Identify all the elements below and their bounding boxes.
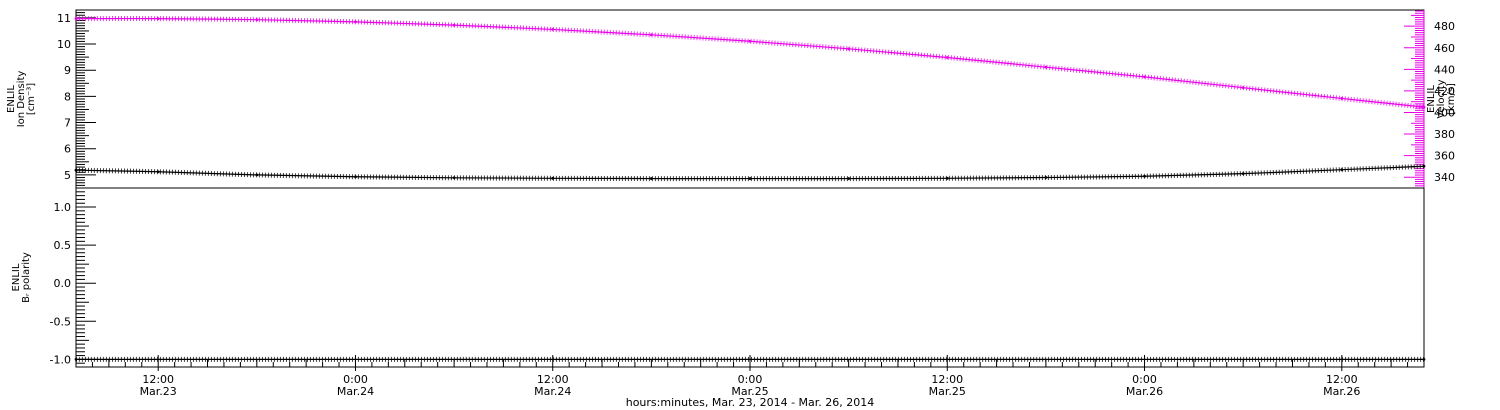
- velocity-series-point: [156, 17, 160, 21]
- x-tick-time-label: 12:00: [1326, 373, 1358, 386]
- velocity-series-point: [649, 33, 653, 37]
- velocity-series-point: [847, 47, 851, 51]
- right-tick-label: 340: [1434, 171, 1455, 184]
- velocity-series-point: [1340, 97, 1344, 100]
- left-tick-label: 1.0: [54, 201, 72, 214]
- left-tick-label: 0.0: [54, 277, 72, 290]
- ion-density-series-point: [1143, 174, 1146, 178]
- left-tick-label: 11: [57, 12, 71, 25]
- left-tick-label: 5: [64, 169, 71, 182]
- x-tick-date-label: Mar.24: [534, 385, 571, 398]
- ion-density-series-point: [1044, 176, 1048, 179]
- right-tick-label: 380: [1434, 128, 1455, 141]
- ion-density-series-point: [74, 168, 78, 172]
- left-tick-label: 7: [64, 117, 71, 130]
- velocity-series-markers: [75, 16, 1425, 110]
- left-tick-label: 9: [64, 64, 71, 77]
- ion-density-series-point: [255, 173, 259, 177]
- left-axis-label-line: Ion Density: [16, 71, 27, 128]
- x-tick-time-label: 0:00: [738, 373, 763, 386]
- polarity-panel: -1.0 -0.5 0.0 0.5 1.0 ENLIL Bᵣ polarity: [11, 187, 1426, 368]
- left-axis-label-line: ENLIL: [11, 263, 22, 291]
- ion-density-series-point: [847, 177, 851, 180]
- velocity-series-point: [1241, 86, 1245, 90]
- polarity-series-point: [1422, 357, 1426, 361]
- ion-density-series-point: [1340, 168, 1344, 172]
- ion-density-series-point: [156, 170, 160, 174]
- time-axis: 12:00Mar.230:00Mar.2412:00Mar.240:00Mar.…: [75, 355, 1425, 398]
- velocity-series-point: [255, 18, 259, 22]
- x-tick-date-label: Mar.26: [1126, 385, 1163, 398]
- left-tick-label: 0.5: [54, 239, 72, 252]
- ion-density-series-point: [649, 177, 653, 180]
- ion-density-series-point: [1241, 172, 1245, 176]
- x-tick-time-label: 12:00: [537, 373, 569, 386]
- left-axis-label-line: Bᵣ polarity: [21, 252, 32, 303]
- right-tick-label: 420: [1434, 85, 1455, 98]
- velocity-series-line: [75, 17, 1425, 108]
- right-tick-label: 360: [1434, 150, 1455, 163]
- x-tick-time-label: 0:00: [343, 373, 368, 386]
- ion-density-series-point: [452, 176, 456, 180]
- x-tick-date-label: Mar.23: [140, 385, 177, 398]
- bottom-frame: [75, 187, 1425, 368]
- velocity-series-point: [354, 20, 357, 24]
- velocity-series-point: [1143, 75, 1146, 79]
- left-tick-label: 6: [64, 143, 71, 156]
- velocity-series-point: [551, 28, 555, 31]
- x-tick-date-label: Mar.25: [731, 385, 768, 398]
- velocity-series-point: [1044, 65, 1048, 69]
- ion-density-series-point: [1422, 164, 1426, 168]
- ion-density-series-point: [551, 176, 555, 180]
- x-tick-time-label: 0:00: [1132, 373, 1157, 386]
- right-axis-label-line: ENLIL: [1426, 85, 1437, 113]
- x-tick-time-label: 12:00: [931, 373, 963, 386]
- ion-density-series-line: [75, 165, 1425, 180]
- left-axis-label-line: ENLIL: [6, 85, 17, 113]
- velocity-series-point: [74, 17, 78, 21]
- x-axis-title: hours:minutes, Mar. 23, 2014 - Mar. 26, …: [626, 396, 875, 409]
- top-frame: [75, 9, 1425, 189]
- ion-density-series-point: [945, 176, 949, 180]
- x-tick-time-label: 12:00: [142, 373, 174, 386]
- right-axis-label-line: Velocity: [1436, 79, 1447, 118]
- left-tick-label: -0.5: [50, 315, 71, 328]
- right-tick-label: 440: [1434, 63, 1455, 76]
- ion-density-series-markers: [75, 163, 1425, 182]
- velocity-series-point: [748, 39, 752, 43]
- right-tick-label: 400: [1434, 106, 1455, 119]
- x-tick-date-label: Mar.24: [337, 385, 374, 398]
- left-axis-label-line: [cm⁻³]: [26, 83, 37, 115]
- left-tick-label: 8: [64, 90, 71, 103]
- right-tick-label: 480: [1434, 20, 1455, 33]
- ion-density-series-point: [354, 175, 357, 179]
- ion-density-series-point: [748, 177, 752, 180]
- velocity-series-point: [452, 23, 456, 27]
- left-tick-label: -1.0: [50, 353, 71, 366]
- x-tick-date-label: Mar.26: [1323, 385, 1360, 398]
- right-axis-label-line: [km/s]: [1446, 83, 1457, 115]
- left-tick-label: 10: [57, 38, 71, 51]
- right-tick-label: 460: [1434, 42, 1455, 55]
- x-tick-date-label: Mar.25: [929, 385, 966, 398]
- velocity-series-point: [1422, 105, 1426, 109]
- polarity-series-point: [74, 357, 78, 361]
- velocity-series-point: [945, 56, 949, 59]
